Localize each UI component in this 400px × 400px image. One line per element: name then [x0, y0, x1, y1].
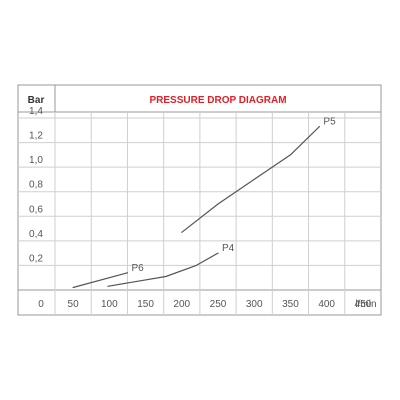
series-label-p5: P5: [323, 117, 336, 128]
x-tick-label: 250: [210, 299, 227, 310]
x-tick-label: 300: [246, 299, 263, 310]
series-line-p5: [181, 126, 320, 233]
origin-label: 0: [38, 299, 44, 310]
x-tick-label: 400: [318, 299, 335, 310]
y-tick-label: 0,8: [29, 180, 43, 191]
x-tick-labels: 50 100 150 200 250 300 350 400 450: [68, 299, 372, 310]
y-axis-label: Bar: [28, 95, 45, 106]
chart-title: PRESSURE DROP DIAGRAM: [149, 95, 286, 106]
x-tick-label: 200: [173, 299, 190, 310]
y-tick-label: 0,2: [29, 253, 43, 264]
y-tick-labels: 0,2 0,4 0,6 0,8 1,0 1,2 1,4: [29, 106, 43, 264]
x-axis-unit-label: l/min: [355, 299, 376, 310]
grid: [18, 112, 381, 315]
y-tick-label: 0,6: [29, 204, 43, 215]
y-tick-label: 1,4: [29, 106, 43, 117]
x-tick-label: 150: [137, 299, 154, 310]
y-tick-label: 1,0: [29, 155, 43, 166]
series-lines: P6 P4 P5: [72, 117, 336, 289]
series-label-p6: P6: [131, 263, 144, 274]
series-line-p4: [107, 252, 219, 287]
x-tick-label: 350: [282, 299, 299, 310]
series-line-p6: [72, 272, 128, 289]
x-tick-label: 100: [101, 299, 118, 310]
y-tick-label: 1,2: [29, 131, 43, 142]
x-tick-label: 450: [355, 299, 372, 310]
y-tick-label: 0,4: [29, 229, 43, 240]
series-label-p4: P4: [222, 243, 235, 254]
x-tick-label: 50: [68, 299, 80, 310]
